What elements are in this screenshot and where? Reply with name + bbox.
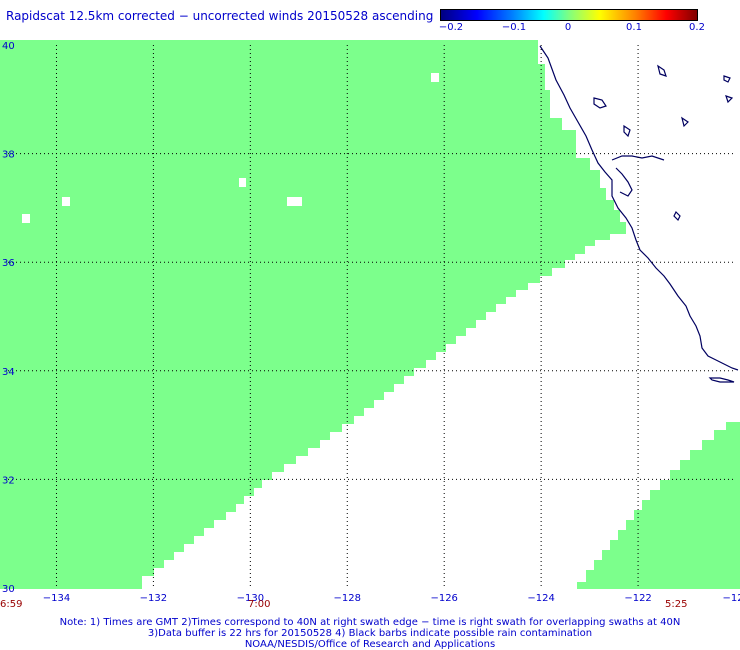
inland-lake [723, 75, 731, 83]
inland-lake [593, 97, 607, 109]
colorbar-tick-label: 0.2 [689, 22, 705, 33]
lon-tick-label: −128 [334, 593, 361, 604]
time-label-center: 7:00 [248, 599, 271, 610]
lon-tick-label: −132 [140, 593, 167, 604]
swath-east [577, 422, 740, 589]
swath-gap [22, 214, 30, 223]
sf-bay [611, 155, 665, 197]
swath-west [0, 40, 626, 589]
colorbar-tick-label: −0.1 [501, 22, 527, 33]
inland-lake [673, 210, 681, 222]
inland-lake [725, 95, 734, 104]
colorbar [440, 9, 698, 21]
inland-lake [681, 116, 689, 128]
colorbar-tick-label: −0.2 [438, 22, 464, 33]
swath-gap [239, 178, 246, 187]
lon-tick-label: −130 [237, 593, 264, 604]
inland-lake [623, 124, 631, 138]
graticule [8, 45, 735, 588]
lat-tick-label: 34 [2, 367, 15, 378]
colorbar-tick-label: 0 [564, 22, 572, 33]
time-label-right: 5:25 [665, 599, 688, 610]
note-line-1: Note: 1) Times are GMT 2)Times correspon… [59, 617, 681, 628]
lon-tick-label: −126 [430, 593, 457, 604]
inland-lake [657, 64, 667, 77]
swath-gap [62, 197, 70, 206]
colorbar-tick-label: 0.1 [626, 22, 642, 33]
lon-tick-label: −122 [624, 593, 651, 604]
wind-swath [0, 40, 740, 589]
axis-ticks: −134 −132 −130 −128 −126 −124 −122 −12( 40 38 36 34… [2, 41, 740, 604]
swath-gap [431, 73, 439, 82]
swath-gap [287, 197, 302, 206]
lat-tick-label: 40 [2, 41, 15, 52]
lon-tick-label: −124 [527, 593, 554, 604]
note-line-2: 3)Data buffer is 22 hrs for 20150528 4) … [147, 628, 593, 639]
time-label-left: 6:59 [0, 599, 23, 610]
lat-tick-label: 30 [2, 584, 15, 595]
lat-tick-label: 38 [2, 150, 15, 161]
chart-title: Rapidscat 12.5km corrected − uncorrected… [6, 9, 434, 23]
lat-tick-label: 36 [2, 258, 15, 269]
note-line-3: NOAA/NESDIS/Office of Research and Appli… [244, 639, 496, 650]
lat-tick-label: 32 [2, 475, 15, 486]
lon-tick-label: −12( [722, 593, 740, 604]
channel-island [708, 377, 735, 383]
lon-tick-label: −134 [43, 593, 70, 604]
